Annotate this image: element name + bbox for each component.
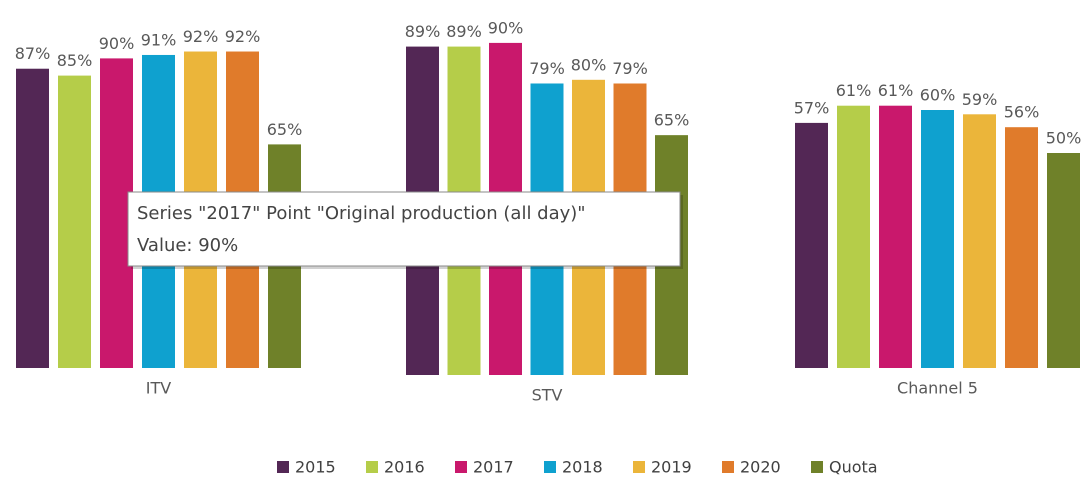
data-label: 59% — [962, 90, 998, 109]
data-label: 80% — [571, 55, 607, 74]
data-label: 61% — [878, 81, 914, 100]
tooltip-title: Series "2017" Point "Original production… — [137, 203, 586, 224]
bar — [837, 105, 870, 368]
data-label: 50% — [1046, 129, 1082, 148]
data-label: 90% — [99, 34, 135, 53]
data-label: 65% — [654, 111, 690, 130]
data-label: 56% — [1004, 103, 1040, 122]
bar — [1047, 153, 1080, 368]
legend-label: 2019 — [651, 458, 692, 477]
bar — [963, 114, 996, 368]
legend-swatch — [366, 461, 378, 473]
data-label: 87% — [15, 44, 51, 63]
legend: 2015 2016 2017 2018 2019 2020 Quota — [277, 458, 878, 477]
legend-swatch — [455, 461, 467, 473]
data-label: 90% — [488, 18, 524, 37]
data-label: 92% — [183, 27, 219, 46]
data-label: 89% — [446, 22, 482, 41]
tooltip-box — [127, 191, 681, 267]
legend-label: 2018 — [562, 458, 603, 477]
legend-label: 2020 — [740, 458, 781, 477]
data-label: 85% — [57, 51, 93, 70]
data-label: 60% — [920, 86, 956, 105]
data-label: 57% — [794, 98, 830, 117]
category-label: STV — [532, 386, 563, 405]
legend-swatch — [811, 461, 823, 473]
bar — [58, 75, 91, 368]
legend-label: 2016 — [384, 458, 425, 477]
tooltip-value: Value: 90% — [137, 235, 238, 256]
legend-label: 2015 — [295, 458, 336, 477]
legend-swatch — [277, 461, 289, 473]
bar — [1005, 127, 1038, 368]
legend-swatch — [633, 461, 645, 473]
legend-label: 2017 — [473, 458, 514, 477]
data-label: 79% — [612, 59, 648, 78]
tooltip: Series "2017" Point "Original production… — [127, 191, 683, 269]
bar — [795, 122, 828, 369]
data-label: 79% — [529, 59, 565, 78]
data-label: 92% — [225, 27, 261, 46]
data-label: 91% — [141, 30, 177, 49]
data-label: 65% — [267, 120, 303, 139]
legend-swatch — [544, 461, 556, 473]
bar — [879, 105, 912, 368]
bar — [921, 110, 954, 368]
bar — [16, 68, 49, 368]
data-label: 89% — [405, 22, 441, 41]
data-label: 61% — [836, 81, 872, 100]
category-label: Channel 5 — [897, 379, 978, 398]
category-label: ITV — [146, 379, 171, 398]
legend-swatch — [722, 461, 734, 473]
legend-label: Quota — [829, 458, 878, 477]
